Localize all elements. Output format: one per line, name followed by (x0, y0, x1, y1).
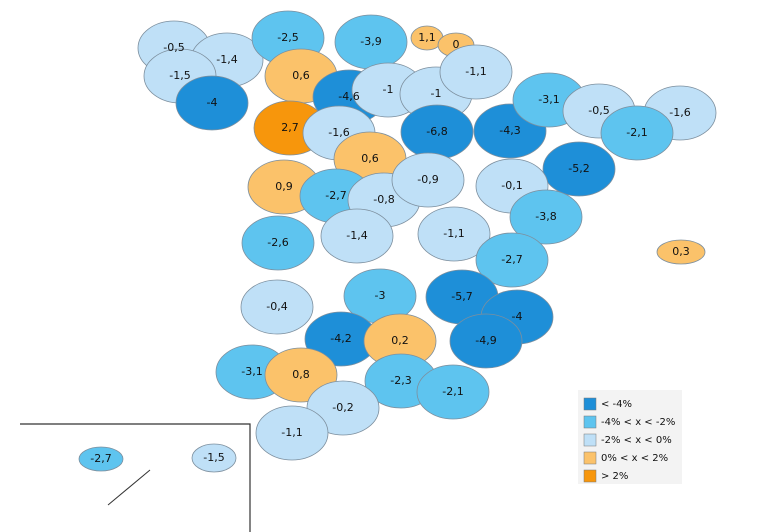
province-label: 0,3 (672, 245, 690, 258)
province-label: -0,9 (417, 173, 438, 186)
province-label: -1 (431, 87, 442, 100)
province (449, 313, 523, 369)
province (600, 105, 674, 161)
province-label: -0,1 (501, 179, 522, 192)
province-label: -2,5 (277, 31, 298, 44)
province (191, 443, 237, 473)
province (320, 208, 394, 264)
province-label: -0,2 (332, 401, 353, 414)
province-label: -4,3 (499, 124, 520, 137)
province-label: -0,8 (373, 193, 394, 206)
province (255, 405, 329, 461)
province-label: 0 (453, 38, 460, 51)
province-label: -0,5 (163, 41, 184, 54)
province-label: -1,1 (281, 426, 302, 439)
province-label: -6,8 (426, 125, 447, 138)
legend-swatch (583, 397, 597, 411)
province-label: -1,6 (328, 126, 349, 139)
province (416, 364, 490, 420)
province-label: -4 (512, 310, 523, 323)
province-label: -3,1 (241, 365, 262, 378)
legend-label: < -4% (601, 399, 632, 410)
province-label: 0,6 (361, 152, 379, 165)
province (240, 279, 314, 335)
province-label: 0,6 (292, 69, 310, 82)
province-label: -1,1 (443, 227, 464, 240)
province-label: -4 (207, 96, 218, 109)
province-label: -1,4 (216, 53, 237, 66)
province-label: -3,8 (535, 210, 556, 223)
province-label: -0,4 (266, 300, 287, 313)
province (417, 206, 491, 262)
province-label: -1 (383, 83, 394, 96)
legend-label: 0% < x < 2% (601, 453, 668, 464)
provinces (78, 10, 717, 473)
province-label: -1,5 (169, 69, 190, 82)
province-label: -2,3 (390, 374, 411, 387)
province-label: -3 (375, 289, 386, 302)
province-label: -3,9 (360, 35, 381, 48)
province-label: -2,7 (501, 253, 522, 266)
legend: < -4% -4% < x < -2% -2% < x < 0% 0% < x < 2… (578, 390, 682, 484)
legend-swatch (583, 469, 597, 483)
province-label: -5,7 (451, 290, 472, 303)
province (241, 215, 315, 271)
province-label: -3,1 (538, 93, 559, 106)
province-label: -2,1 (442, 385, 463, 398)
province (175, 75, 249, 131)
inset-divider (107, 469, 151, 506)
province-label: -2,6 (267, 236, 288, 249)
province-label: -1,1 (465, 65, 486, 78)
province-label: 2,7 (281, 121, 299, 134)
province (656, 239, 706, 265)
province-label: -1,4 (346, 229, 367, 242)
province (78, 446, 124, 472)
province-label: -2,7 (90, 452, 111, 465)
province (391, 152, 465, 208)
legend-label: -2% < x < 0% (601, 435, 672, 446)
province-label: -2,7 (325, 189, 346, 202)
province-label: -1,6 (669, 106, 690, 119)
province-label: 0,8 (292, 368, 310, 381)
province-label: -5,2 (568, 162, 589, 175)
legend-swatch (583, 415, 597, 429)
province (509, 189, 583, 245)
province (542, 141, 616, 197)
labels: -0,5 -1,4 -2,5 -3,9 1,1 0 -1,5 0,6 -4,6 -1 -1 -1,1 -… (90, 31, 690, 465)
canary-inset-frame (20, 423, 251, 532)
province-label: -1,5 (203, 451, 224, 464)
legend-label: -4% < x < -2% (601, 417, 675, 428)
province-label: -2,1 (626, 126, 647, 139)
province (475, 232, 549, 288)
legend-swatch (583, 433, 597, 447)
province (439, 44, 513, 100)
province-label: -4,6 (338, 90, 359, 103)
province-label: -4,2 (330, 332, 351, 345)
legend-label: > 2% (601, 471, 628, 482)
province-label: -0,5 (588, 104, 609, 117)
legend-swatch (583, 451, 597, 465)
province-label: -4,9 (475, 334, 496, 347)
province-label: 0,2 (391, 334, 409, 347)
province-label: 1,1 (418, 31, 436, 44)
province-label: 0,9 (275, 180, 293, 193)
